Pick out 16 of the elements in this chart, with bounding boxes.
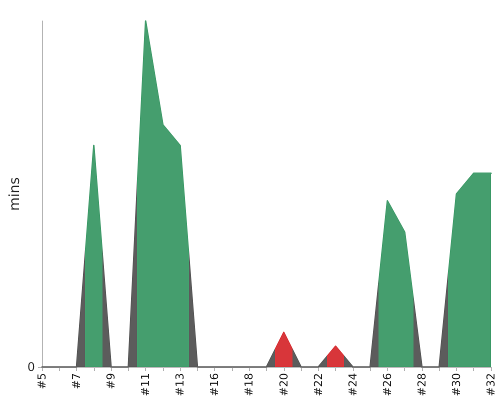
text: 0 [27,360,35,374]
x-tick-label: #32 [484,373,498,396]
x-tick-label: #30 [450,373,463,396]
x-tick-label: #18 [242,373,256,396]
x-tick-label: #9 [104,373,118,390]
x-tick-label: #16 [208,373,222,396]
y-axis-title: mins [7,177,23,211]
x-tick-label: #13 [174,373,187,396]
x-tick-label: #28 [415,373,428,396]
x-tick-label: #11 [139,373,152,396]
x-tick-label: #22 [312,373,325,396]
x-tick-label: #20 [277,373,290,396]
x-tick-label: #5 [36,373,48,390]
x-tick-label: #24 [346,373,360,396]
x-tick-label: #26 [380,373,394,396]
x-tick-label: #7 [70,373,84,390]
